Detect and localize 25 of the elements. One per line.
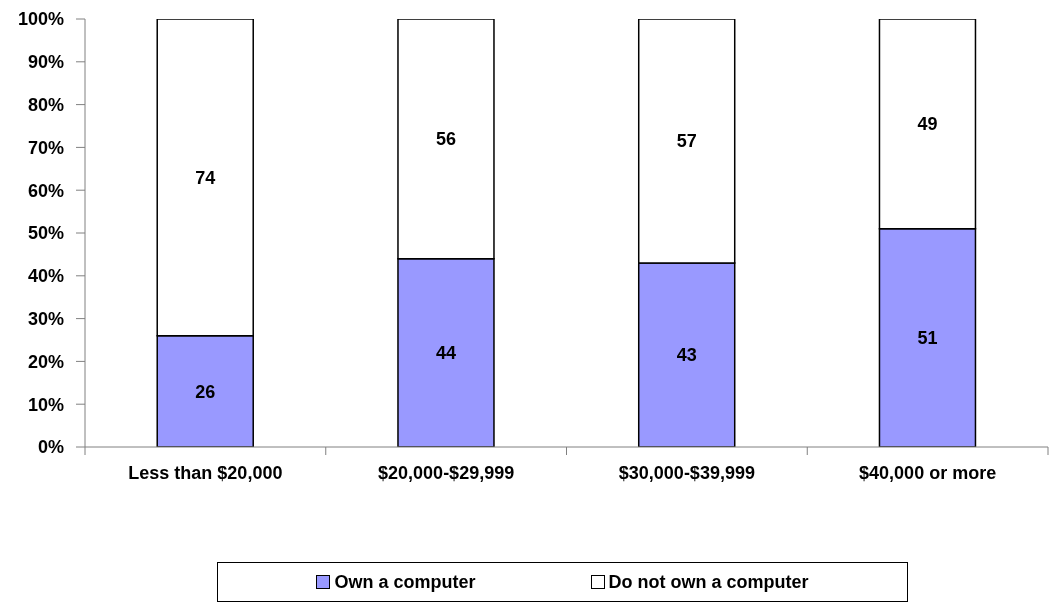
y-tick-label: 0% xyxy=(37,437,64,458)
y-tick-label: 70% xyxy=(27,137,64,158)
data-label: 26 xyxy=(195,381,216,402)
y-tick-label: 40% xyxy=(27,266,64,287)
data-label: 74 xyxy=(195,167,216,188)
data-label: 51 xyxy=(917,328,938,349)
y-tick-label: 100% xyxy=(17,9,64,30)
y-tick-label: 60% xyxy=(27,180,64,201)
y-tick-label: 30% xyxy=(27,308,64,329)
y-tick-label: 10% xyxy=(27,394,64,415)
y-tick-label: 50% xyxy=(27,223,64,244)
x-tick-label: $20,000-$29,999 xyxy=(378,463,515,483)
y-tick-label: 80% xyxy=(27,94,64,115)
x-tick-label: Less than $20,000 xyxy=(128,463,283,483)
data-label: 43 xyxy=(676,345,697,366)
legend-label: Do not own a computer xyxy=(608,571,809,593)
legend-label: Own a computer xyxy=(334,571,476,593)
y-tick-label: 90% xyxy=(27,52,64,73)
data-label: 56 xyxy=(435,129,456,150)
y-tick-label: 20% xyxy=(27,351,64,372)
data-label: 49 xyxy=(917,114,938,135)
data-label: 44 xyxy=(435,343,456,364)
x-tick-label: $40,000 or more xyxy=(859,463,997,483)
x-tick-label: $30,000-$39,999 xyxy=(618,463,755,483)
data-label: 57 xyxy=(676,131,697,152)
